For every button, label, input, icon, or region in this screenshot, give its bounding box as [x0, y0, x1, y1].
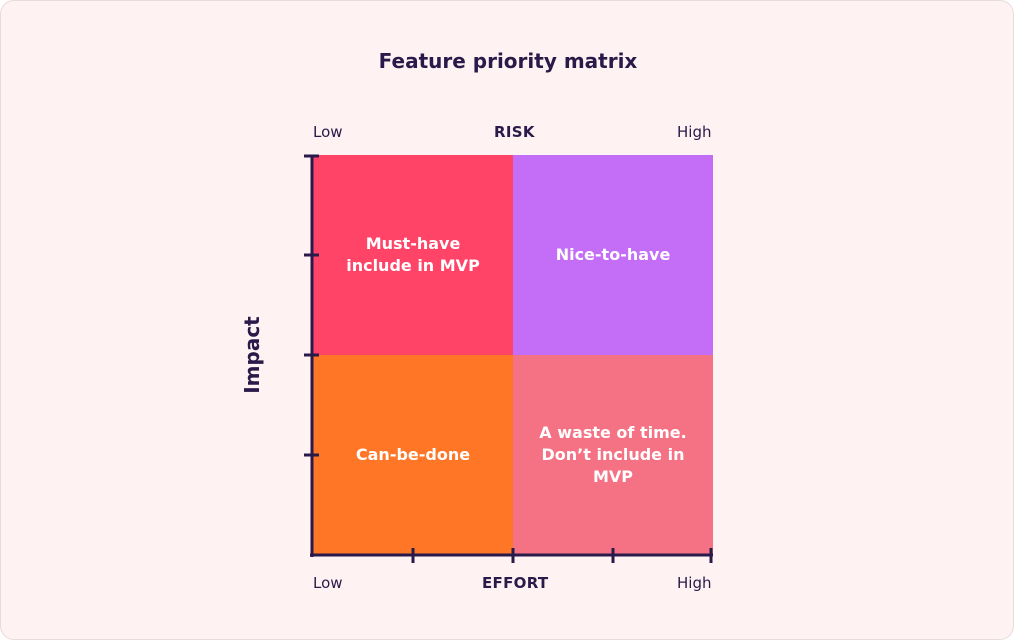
quadrant-nice-to-have-label: Nice-to-have — [555, 245, 671, 264]
quadrant-can-be-done: Can-be-done — [313, 355, 513, 555]
effort-axis-label: EFFORT — [482, 574, 549, 592]
risk-low-label: Low — [313, 123, 343, 141]
quadrant-can-be-done-label: Can-be-done — [355, 445, 471, 464]
risk-axis-label: RISK — [494, 123, 535, 141]
quadrant-must-have-label: Must-have include in MVP — [346, 234, 480, 275]
effort-high-label: High — [677, 574, 712, 592]
quadrant-waste-of-time-label: A waste of time. Don’t include in MVP — [539, 423, 687, 486]
risk-high-label: High — [677, 123, 712, 141]
page-title: Feature priority matrix — [378, 49, 638, 73]
quadrant-nice-to-have: Nice-to-have — [513, 155, 713, 355]
quadrant-must-have: Must-have include in MVP — [313, 155, 513, 355]
quadrant-waste-of-time: A waste of time. Don’t include in MVP — [513, 355, 713, 555]
effort-low-label: Low — [313, 574, 343, 592]
